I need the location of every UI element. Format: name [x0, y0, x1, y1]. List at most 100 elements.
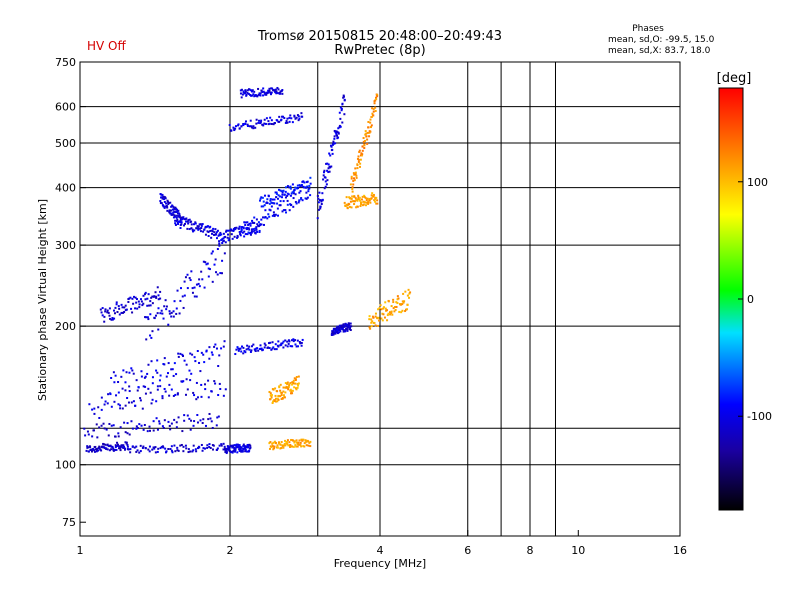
echo-point: [245, 348, 248, 351]
echo-point: [350, 325, 353, 328]
echo-point: [233, 235, 236, 238]
echo-point: [138, 303, 141, 306]
echo-point: [249, 444, 252, 447]
y-tick-label: 100: [55, 459, 76, 472]
echo-point: [295, 439, 298, 442]
echo-point: [372, 193, 375, 196]
echo-point: [204, 261, 207, 264]
echo-point: [409, 291, 412, 294]
echo-point: [173, 418, 176, 421]
echo-point: [274, 88, 277, 91]
echo-point: [271, 87, 274, 90]
echo-point: [372, 316, 375, 319]
echo-point: [291, 121, 294, 124]
echo-point: [298, 199, 301, 202]
echo-point: [127, 300, 130, 303]
echo-point: [297, 186, 300, 189]
echo-point: [346, 207, 349, 210]
echo-point: [249, 119, 252, 122]
echo-point: [104, 443, 107, 446]
echo-point: [190, 227, 193, 230]
echo-point: [384, 307, 387, 310]
echo-point: [161, 312, 164, 315]
echo-point: [251, 126, 254, 129]
echo-point: [211, 230, 214, 233]
echo-point: [267, 120, 270, 123]
echo-point: [139, 397, 142, 400]
echo-point: [301, 338, 304, 341]
echo-point: [273, 440, 276, 443]
echo-point: [261, 196, 264, 199]
echo-point: [376, 324, 379, 327]
echo-point: [247, 446, 250, 449]
echo-point: [176, 392, 179, 395]
echo-point: [334, 331, 337, 334]
echo-point: [194, 221, 197, 224]
echo-point: [199, 227, 202, 230]
echo-point: [371, 192, 374, 195]
echo-point: [250, 228, 253, 231]
echo-point: [172, 315, 175, 318]
echo-point: [395, 301, 398, 304]
echo-point: [299, 444, 302, 447]
echo-point: [220, 233, 223, 236]
echo-point: [126, 422, 129, 425]
echo-point: [148, 445, 151, 448]
echo-point: [203, 228, 206, 231]
echo-point: [256, 223, 259, 226]
echo-point: [274, 387, 277, 390]
echo-point: [180, 216, 183, 219]
echo-point: [210, 351, 213, 354]
echo-point: [337, 331, 340, 334]
echo-point: [108, 307, 111, 310]
echo-point: [238, 230, 241, 233]
echo-point: [85, 449, 88, 452]
echo-point: [331, 148, 334, 151]
echo-point: [300, 438, 303, 441]
echo-point: [286, 199, 289, 202]
echo-point: [176, 393, 179, 396]
echo-point: [119, 426, 122, 429]
echo-point: [292, 340, 295, 343]
echo-point: [174, 393, 177, 396]
echo-point: [269, 392, 272, 395]
echo-point: [271, 401, 274, 404]
echo-point: [279, 90, 282, 93]
echo-point: [359, 165, 362, 168]
echo-point: [170, 449, 173, 452]
echo-point: [286, 203, 289, 206]
echo-point: [232, 228, 235, 231]
echo-point: [182, 306, 185, 309]
echo-point: [104, 310, 107, 313]
echo-point: [197, 282, 200, 285]
echo-point: [135, 379, 138, 382]
echo-point: [292, 439, 295, 442]
echo-point: [127, 448, 130, 451]
echo-point: [294, 444, 297, 447]
echo-point: [242, 346, 245, 349]
echo-point: [168, 383, 171, 386]
echo-point: [170, 311, 173, 314]
echo-point: [269, 116, 272, 119]
echo-point: [250, 125, 253, 128]
echo-point: [116, 311, 119, 314]
echo-point: [262, 205, 265, 208]
echo-point: [258, 119, 261, 122]
echo-point: [330, 145, 333, 148]
echo-point: [371, 320, 374, 323]
echo-point: [207, 235, 210, 238]
echo-point: [347, 326, 350, 329]
echo-point: [235, 443, 238, 446]
echo-point: [306, 180, 309, 183]
echo-point: [149, 304, 152, 307]
echo-point: [143, 376, 146, 379]
echo-point: [340, 326, 343, 329]
echo-point: [368, 315, 371, 318]
echo-point: [408, 292, 411, 295]
echo-point: [351, 190, 354, 193]
echo-point: [156, 385, 159, 388]
echo-point: [155, 295, 158, 298]
echo-point: [220, 444, 223, 447]
echo-point: [225, 447, 228, 450]
echo-point: [87, 450, 90, 453]
